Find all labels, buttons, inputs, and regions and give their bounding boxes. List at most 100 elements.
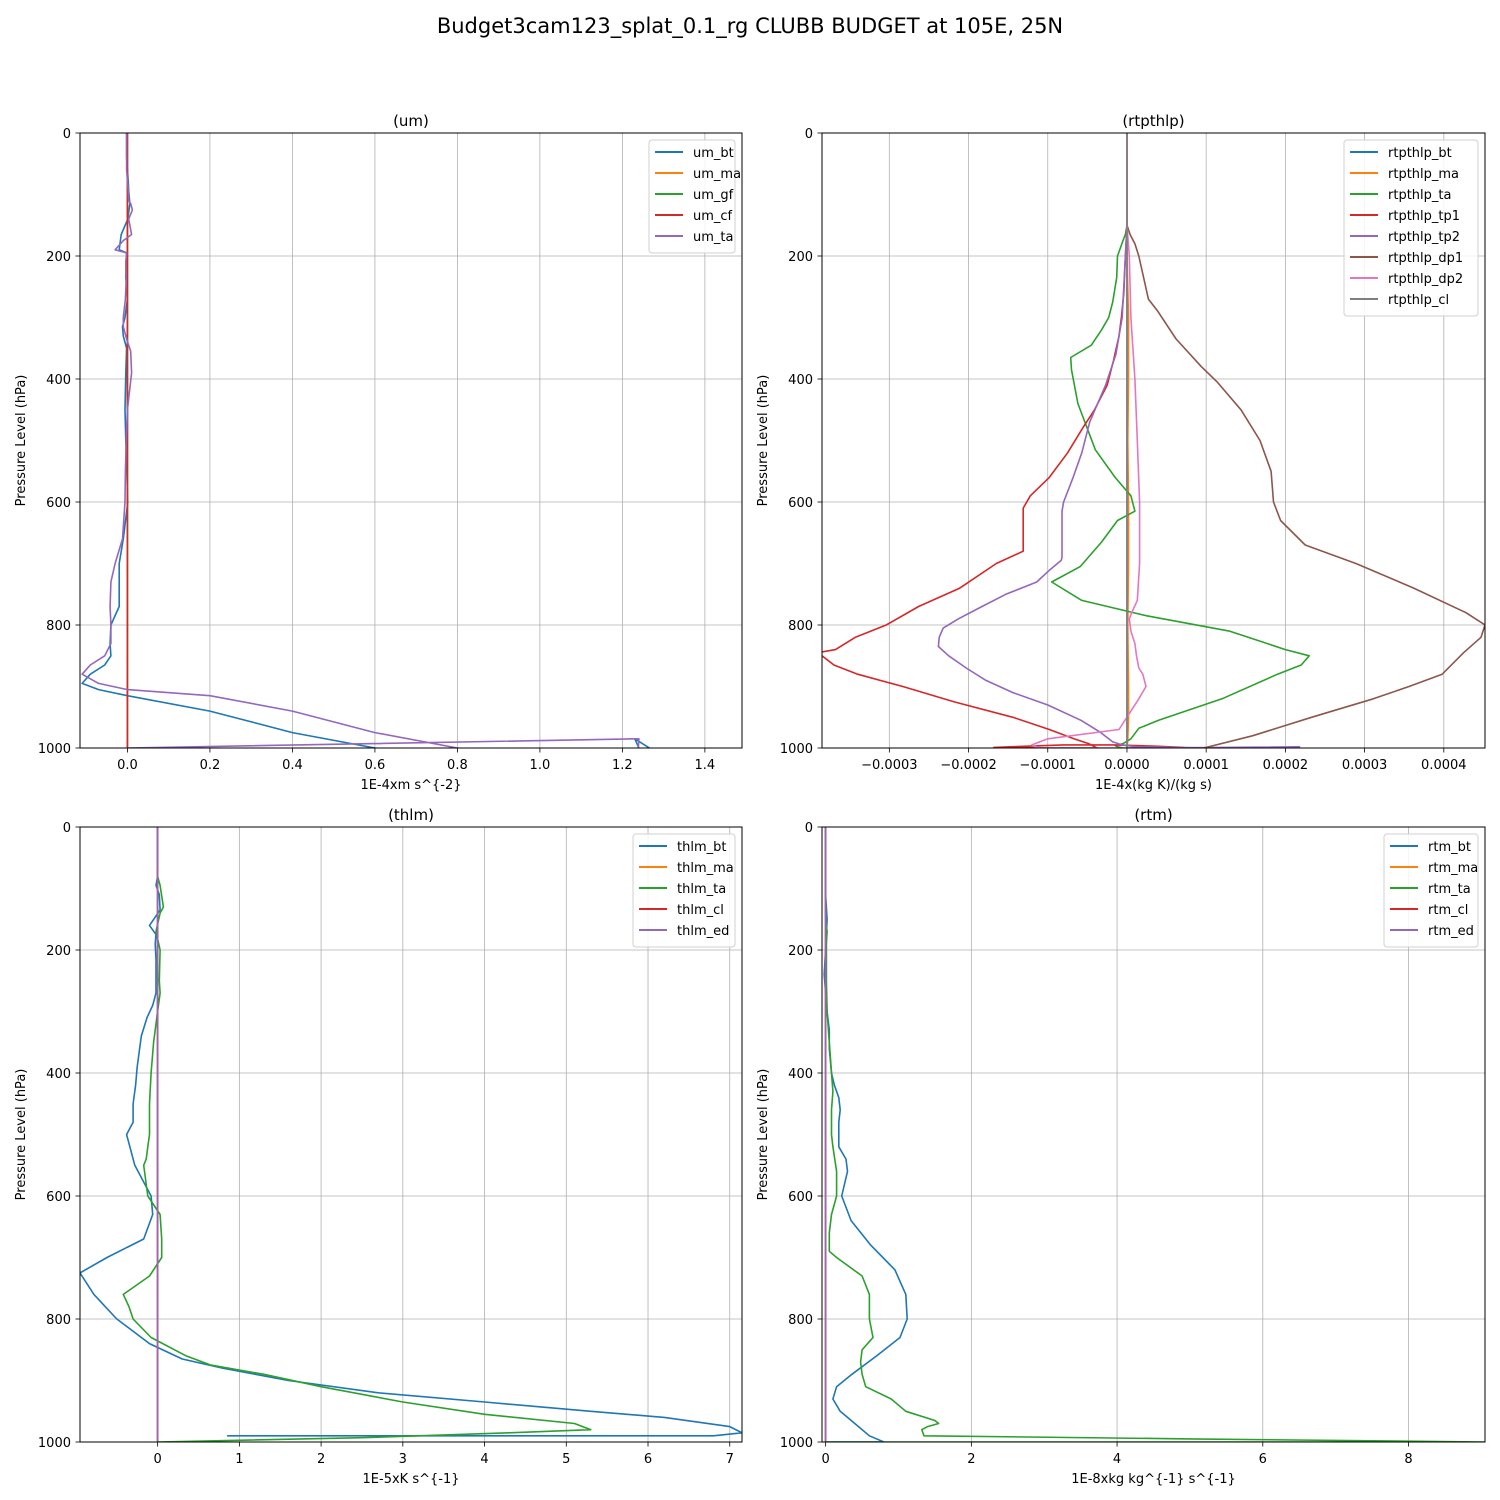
legend-label: rtm_ma: [1428, 861, 1478, 876]
x-axis-label: 1E-4xm s^{-2}: [360, 778, 461, 793]
legend: rtpthlp_bt rtpthlp_ma rtpthlp_ta rtpthlp_tp…: [1343, 139, 1479, 317]
y-tick-label: 1000: [38, 742, 71, 757]
x-tick-label: 5: [562, 1452, 570, 1467]
x-tick-label: 1.4: [695, 758, 716, 773]
axes-frame: [79, 132, 743, 749]
series-line-rtm_ta: [824, 827, 1485, 1442]
legend-label: rtpthlp_ma: [1388, 167, 1459, 182]
y-tick-label: 1000: [780, 1436, 813, 1451]
series-line-thlm_bt: [80, 827, 742, 1437]
legend-label: rtpthlp_cl: [1388, 293, 1449, 308]
x-tick-label: 7: [726, 1452, 734, 1467]
y-tick-label: 0: [805, 127, 813, 142]
x-tick-label: 0.0004: [1421, 758, 1467, 773]
legend: thlm_bt thlm_ma thlm_ta thlm_cl thlm_ed: [632, 833, 736, 948]
series-line-rtm_bt: [823, 827, 909, 1442]
legend-label: thlm_ta: [677, 882, 726, 897]
x-tick-label: 6: [644, 1452, 652, 1467]
y-tick-label: 200: [788, 944, 813, 959]
series-line-rtpthlp_dp1: [1126, 133, 1485, 748]
x-tick-label: 0.6: [365, 758, 386, 773]
series-line-um_ta: [81, 133, 640, 748]
y-tick-label: 1000: [780, 742, 813, 757]
y-tick-label: 0: [805, 821, 813, 836]
x-axis-label: 1E-4x(kg K)/(kg s): [1095, 778, 1212, 793]
legend-label: rtpthlp_dp1: [1388, 251, 1463, 266]
series-line-rtpthlp_ma: [1126, 133, 1130, 748]
chart-panel: 0 1 2 3 4 5 6 7 0 200 400 600 800 1000 (thlm) 1E-5xK s^…: [14, 806, 743, 1487]
legend-label: um_ma: [693, 167, 741, 182]
legend-label: um_cf: [693, 209, 733, 224]
y-tick-label: 0: [63, 821, 71, 836]
legend-box: [632, 833, 736, 948]
chart-panel: 0.0 0.2 0.4 0.6 0.8 1.0 1.2 1.4 0 200 400 600 800 100…: [14, 112, 743, 793]
series-group: [81, 133, 651, 748]
legend: rtm_bt rtm_ma rtm_ta rtm_cl rtm_ed: [1383, 833, 1479, 948]
x-tick-label: 6: [1259, 1452, 1267, 1467]
legend-label: rtm_cl: [1428, 903, 1468, 918]
y-tick-label: 1000: [38, 1436, 71, 1451]
x-tick-label: 0.0003: [1342, 758, 1388, 773]
legend-label: rtpthlp_ta: [1388, 188, 1451, 203]
y-tick-label: 800: [46, 1313, 71, 1328]
series-group: [822, 133, 1485, 748]
x-tick-label: 1.2: [612, 758, 633, 773]
x-tick-label: 0.0: [117, 758, 138, 773]
x-tick-label: 0: [822, 1452, 830, 1467]
y-tick-label: 400: [46, 1067, 71, 1082]
x-tick-label: 0: [154, 1452, 162, 1467]
legend-label: um_gf: [693, 188, 734, 203]
x-tick-label: 2: [317, 1452, 325, 1467]
axes-frame: [79, 826, 743, 1443]
series-line-um_bt: [81, 133, 651, 748]
y-tick-label: 200: [46, 944, 71, 959]
chart-panel: 0 2 4 6 8 0 200 400 600 800 1000 (rtm) 1E-8xkg kg^{-…: [756, 806, 1486, 1487]
x-tick-label: 0.0000: [1104, 758, 1150, 773]
series-line-rtpthlp_ta: [1050, 133, 1310, 748]
y-tick-label: 600: [46, 496, 71, 511]
x-tick-label: −0.0001: [1020, 758, 1076, 773]
y-tick-label: 400: [46, 373, 71, 388]
y-tick-label: 600: [46, 1190, 71, 1205]
legend-label: thlm_bt: [677, 840, 726, 855]
series-line-rtpthlp_dp2: [1031, 133, 1147, 748]
legend-label: rtpthlp_bt: [1388, 146, 1452, 161]
legend-label: rtpthlp_tp2: [1388, 230, 1460, 245]
series-group: [823, 827, 1485, 1442]
chart-title: (rtm): [1134, 806, 1172, 824]
x-tick-label: 0.2: [200, 758, 221, 773]
x-tick-label: 1: [235, 1452, 243, 1467]
chart-panel: −0.0003 −0.0002 −0.0001 0.0000 0.0001 0.0002 0…: [756, 112, 1486, 793]
legend-box: [648, 139, 736, 254]
legend-label: rtm_ed: [1428, 924, 1474, 939]
x-tick-label: 8: [1404, 1452, 1412, 1467]
y-tick-label: 600: [788, 1190, 813, 1205]
chart-title: (um): [393, 112, 429, 130]
y-tick-label: 800: [788, 1313, 813, 1328]
y-tick-label: 0: [63, 127, 71, 142]
series-group: [80, 827, 742, 1442]
x-tick-label: 4: [480, 1452, 488, 1467]
y-tick-label: 400: [788, 373, 813, 388]
y-axis-label: Pressure Level (hPa): [756, 375, 771, 507]
legend-label: rtpthlp_dp2: [1388, 272, 1463, 287]
series-line-rtpthlp_tp2: [937, 133, 1301, 748]
y-axis-label: Pressure Level (hPa): [756, 1069, 771, 1201]
x-tick-label: 2: [967, 1452, 975, 1467]
y-tick-label: 800: [788, 619, 813, 634]
legend-label: thlm_cl: [677, 903, 724, 918]
x-axis-label: 1E-8xkg kg^{-1} s^{-1}: [1071, 1472, 1236, 1487]
axes-frame: [821, 826, 1486, 1443]
x-tick-label: 0.0001: [1183, 758, 1229, 773]
legend-label: rtpthlp_tp1: [1388, 209, 1460, 224]
legend-label: rtm_ta: [1428, 882, 1471, 897]
x-tick-label: 1.0: [530, 758, 551, 773]
y-axis-label: Pressure Level (hPa): [14, 1069, 29, 1201]
x-tick-label: 0.8: [447, 758, 468, 773]
axes-frame: [821, 132, 1486, 749]
legend-box: [1343, 139, 1479, 317]
x-tick-label: −0.0002: [940, 758, 996, 773]
legend-label: thlm_ed: [677, 924, 729, 939]
series-line-thlm_ta: [122, 827, 592, 1442]
x-axis-label: 1E-5xK s^{-1}: [363, 1472, 460, 1487]
